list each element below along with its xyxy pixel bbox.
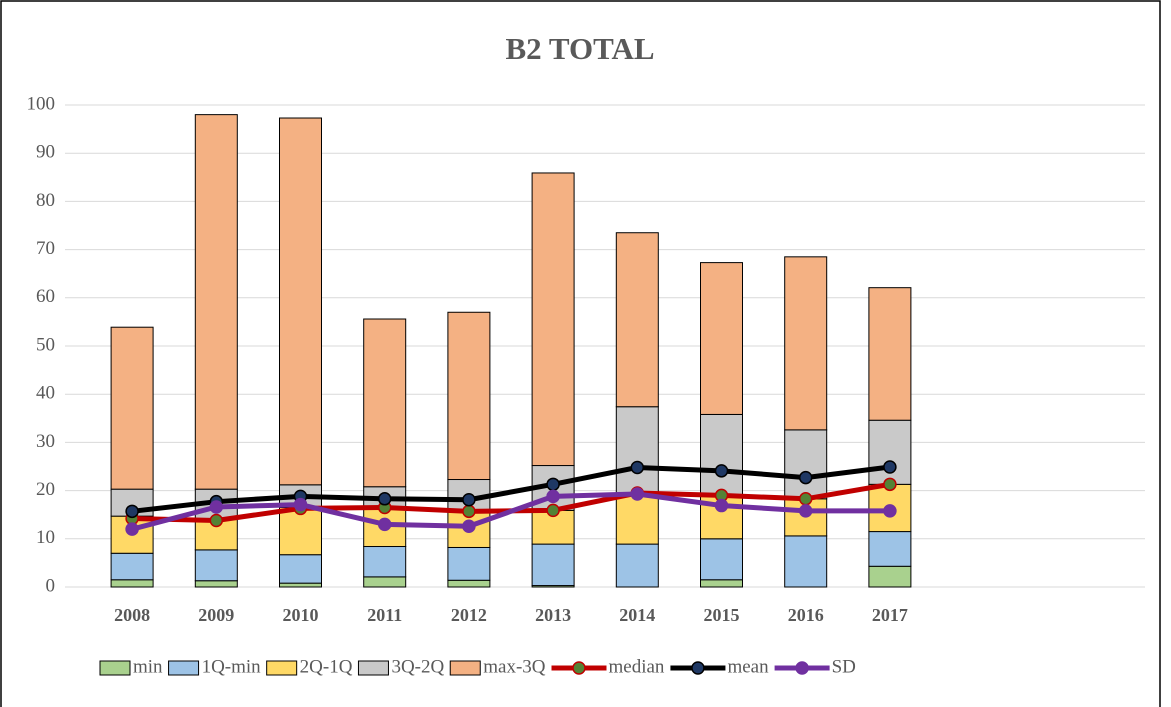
bar-segment [279,117,322,486]
legend-swatch [357,660,389,676]
bar-segment [363,576,407,588]
x-tick-label: 2012 [451,605,487,625]
line [131,464,891,514]
y-tick-label: 20 [36,479,55,500]
marker [714,498,729,513]
bar-segment [447,579,491,588]
bar-segment [363,546,407,578]
bar-segment [279,582,322,588]
bar-segment [868,287,912,421]
bar-segment [700,262,743,415]
x-tick-label: 2016 [788,605,824,625]
marker [209,500,224,514]
y-tick-label: 40 [36,383,55,404]
y-tick-label: 0 [46,575,56,596]
bar-segment [700,579,743,588]
legend-swatch [168,660,200,676]
x-tick-label: 2009 [198,605,234,625]
bar-segment [363,318,407,488]
y-tick-label: 70 [36,238,55,259]
bar-segment [194,549,238,582]
marker [462,519,476,534]
bar-segment [615,492,659,545]
bar-segment [784,429,828,500]
legend-marker [691,661,705,675]
marker [462,493,476,507]
x-tick-label: 2013 [535,605,571,625]
legend-label: SD [832,656,856,677]
bar-segment [868,565,912,588]
legend-label: max-3Q [483,656,546,677]
bar-segment [531,172,575,467]
line [131,491,890,532]
bar-segment [868,419,912,485]
bar-segment [279,554,322,584]
y-tick-label: 10 [36,527,55,548]
legend-label: 1Q-min [202,656,262,677]
bar-segment [784,535,828,588]
bar-segment [531,543,575,587]
marker [377,492,392,506]
bar-segment [194,114,238,490]
bar-segment [615,232,659,408]
legend-swatch [449,660,481,676]
marker [546,503,560,518]
marker [630,487,645,501]
y-tick-label: 90 [36,142,55,163]
legend-swatch [266,660,298,676]
marker [546,489,560,504]
x-tick-label: 2017 [872,605,908,625]
marker [798,470,813,485]
legend-swatch [99,660,131,676]
y-tick-label: 50 [36,334,55,355]
marker [714,464,729,478]
bar-segment [110,552,154,581]
legend-label: mean [727,656,769,677]
legend-label: min [133,656,163,677]
bar-segment [868,531,912,567]
legend-label: 3Q-2Q [391,656,444,677]
y-tick-label: 30 [36,431,55,452]
x-tick-label: 2011 [367,605,402,625]
x-tick-label: 2008 [114,605,150,625]
marker [293,497,308,512]
y-tick-label: 60 [36,286,55,307]
bar-segment [784,256,828,431]
marker [125,504,139,519]
marker [125,522,139,536]
x-tick-label: 2015 [704,605,740,625]
marker [209,513,224,528]
marker [546,477,560,492]
bar-segment [700,538,743,581]
bar-segment [194,580,238,588]
x-tick-label: 2014 [619,605,655,625]
marker [883,460,897,474]
marker [462,504,476,519]
y-tick-label: 100 [27,93,56,114]
bar-segment [110,579,154,588]
chart-title: B2 TOTAL [505,31,654,66]
legend-marker [572,661,586,675]
legend-label: 2Q-1Q [300,656,353,677]
bar-segment [110,326,154,490]
marker [883,504,897,518]
bar-segment [615,406,659,494]
y-tick-label: 80 [36,190,55,211]
bar-segment [615,543,659,588]
marker [798,504,813,518]
marker [377,517,392,532]
marker [798,492,813,506]
x-tick-label: 2010 [283,605,319,625]
bar-segment [447,546,491,581]
bar-segment [700,413,743,496]
bar-segment [447,311,491,481]
marker [883,477,897,492]
bar-segment [279,506,322,556]
marker [630,460,645,475]
legend-label: median [609,656,665,677]
legend-marker [795,661,809,675]
